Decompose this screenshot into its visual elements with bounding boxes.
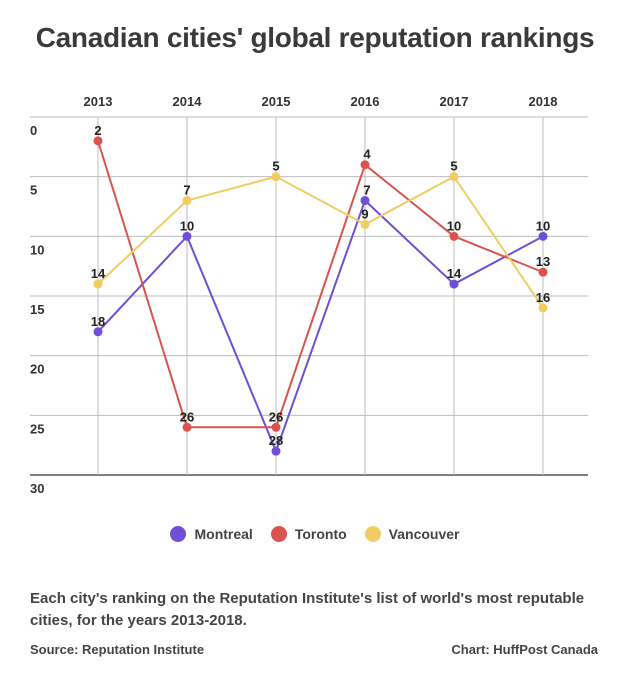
data-point-montreal xyxy=(271,446,281,456)
x-tick-label: 2016 xyxy=(351,94,380,109)
data-point-toronto xyxy=(538,267,548,277)
data-point-vancouver xyxy=(360,219,370,229)
data-label-toronto: 26 xyxy=(180,409,194,424)
data-label-toronto: 2 xyxy=(94,123,101,138)
data-point-vancouver xyxy=(449,172,459,182)
data-point-montreal xyxy=(182,231,192,241)
y-tick-label: 20 xyxy=(30,362,44,377)
x-tick-label: 2015 xyxy=(262,94,291,109)
data-label-toronto: 26 xyxy=(269,409,283,424)
data-label-toronto: 4 xyxy=(363,147,371,162)
data-label-vancouver: 5 xyxy=(450,159,457,174)
y-axis-ticks: 0 5 10 15 20 25 30 xyxy=(30,123,44,496)
x-tick-label: 2018 xyxy=(529,94,558,109)
data-point-toronto xyxy=(360,160,370,170)
x-tick-label: 2014 xyxy=(173,94,203,109)
data-point-vancouver xyxy=(271,172,281,182)
data-label-montreal: 10 xyxy=(536,218,550,233)
data-label-vancouver: 16 xyxy=(536,290,550,305)
data-label-vancouver: 14 xyxy=(91,266,106,281)
data-point-montreal xyxy=(360,196,370,206)
data-point-toronto xyxy=(93,136,103,146)
chart-credit: Chart: HuffPost Canada xyxy=(451,642,598,657)
data-point-vancouver xyxy=(93,279,103,289)
x-tick-label: 2013 xyxy=(84,94,113,109)
y-tick-label: 5 xyxy=(30,183,37,198)
data-label-montreal: 14 xyxy=(447,266,462,281)
data-point-vancouver xyxy=(538,303,548,313)
data-point-montreal xyxy=(93,327,103,337)
data-labels: 18 10 28 7 14 10 2 26 26 4 10 13 14 7 5 9 5 16 xyxy=(91,123,550,448)
legend-swatch xyxy=(170,526,187,542)
data-label-vancouver: 5 xyxy=(272,159,279,174)
series-lines xyxy=(93,136,548,456)
legend-label: Vancouver xyxy=(388,526,460,542)
legend-item-montreal: Montreal xyxy=(170,526,253,542)
legend-label: Montreal xyxy=(194,526,253,542)
data-label-toronto: 10 xyxy=(447,218,461,233)
chart-caption: Each city's ranking on the Reputation In… xyxy=(30,590,585,629)
x-axis-ticks: 2013 2014 2015 2016 2017 2018 xyxy=(84,94,558,109)
data-point-montreal xyxy=(538,231,548,241)
series-line-montreal xyxy=(97,199,544,453)
chart-source: Source: Reputation Institute xyxy=(30,642,205,657)
data-label-montreal: 10 xyxy=(180,218,194,233)
data-label-toronto: 13 xyxy=(536,254,550,269)
y-tick-label: 0 xyxy=(30,123,37,138)
data-point-montreal xyxy=(449,279,459,289)
series-line-toronto xyxy=(97,140,544,429)
legend-item-vancouver: Vancouver xyxy=(364,526,460,542)
data-label-montreal: 18 xyxy=(91,314,105,329)
y-tick-label: 10 xyxy=(30,242,44,257)
legend-item-toronto: Toronto xyxy=(270,526,347,542)
data-label-montreal: 7 xyxy=(363,183,370,198)
legend-label: Toronto xyxy=(294,526,347,542)
x-tick-label: 2017 xyxy=(440,94,469,109)
data-point-toronto xyxy=(271,422,281,432)
data-point-toronto xyxy=(449,231,459,241)
data-point-toronto xyxy=(182,422,192,432)
legend: Montreal Toronto Vancouver xyxy=(0,526,630,542)
grid xyxy=(30,116,588,476)
legend-swatch xyxy=(270,526,287,542)
data-point-vancouver xyxy=(182,196,192,206)
y-tick-label: 15 xyxy=(30,302,44,317)
chart-title: Canadian cities' global reputation ranki… xyxy=(35,22,595,53)
data-label-vancouver: 9 xyxy=(361,206,368,221)
series-line-vancouver xyxy=(97,175,544,309)
y-tick-label: 25 xyxy=(30,421,44,436)
data-label-montreal: 28 xyxy=(269,433,283,448)
y-tick-label: 30 xyxy=(30,481,44,496)
legend-swatch xyxy=(364,526,381,542)
data-label-vancouver: 7 xyxy=(183,183,190,198)
